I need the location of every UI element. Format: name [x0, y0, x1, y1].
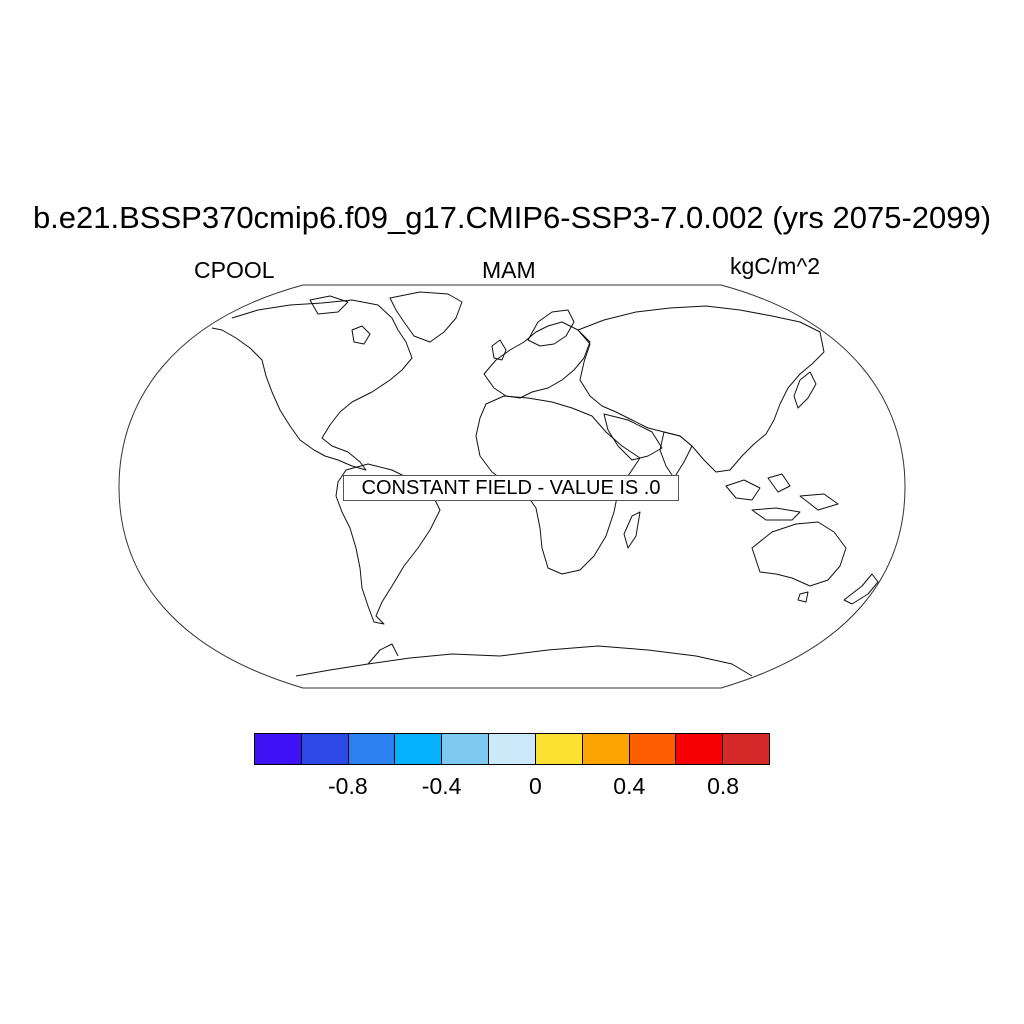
coastline-arabia [603, 413, 663, 461]
season-label: MAM [482, 257, 536, 283]
colorbar-box [395, 734, 443, 764]
constant-field-notice: CONSTANT FIELD - VALUE IS .0 [343, 475, 679, 501]
colorbar [254, 733, 770, 765]
variable-label: CPOOL [194, 257, 275, 283]
colorbar-box [489, 734, 536, 764]
coastline-asia [577, 305, 825, 473]
coastline-tasmania [797, 591, 809, 603]
coastline-japan [793, 371, 817, 409]
colorbar-box [676, 734, 724, 764]
colorbar-tick-label: -0.8 [327, 773, 368, 799]
colorbar-tick-label: 0.4 [613, 773, 646, 799]
coastline-australia [751, 521, 847, 587]
coastline-north-america [211, 299, 413, 471]
coastline-new-zealand [843, 573, 879, 605]
colorbar-box [255, 734, 302, 764]
coastline-antarctic-peninsula [367, 643, 399, 665]
colorbar-box [535, 734, 583, 764]
colorbar-tick-label: 0 [529, 773, 542, 799]
units-label: kgC/m^2 [730, 253, 821, 279]
coastline-british-isles [491, 339, 507, 361]
colorbar-box [629, 734, 677, 764]
coastline-greenland [389, 291, 463, 343]
coastline-europe [483, 321, 591, 399]
colorbar-tick-label: -0.4 [421, 773, 462, 799]
plot-title: b.e21.BSSP370cmip6.f09_g17.CMIP6-SSP3-7.… [32, 200, 992, 235]
colorbar-box [301, 734, 349, 764]
coastline-southeast-asia [725, 473, 839, 521]
colorbar-box [582, 734, 630, 764]
colorbar-box [442, 734, 490, 764]
colorbar-box [348, 734, 396, 764]
coastline-scandinavia [527, 309, 575, 347]
colorbar-box [723, 734, 769, 764]
coastline-antarctica [295, 645, 753, 677]
colorbar-tick-label: 0.8 [707, 773, 740, 799]
coastline-india [659, 431, 693, 479]
coastline-arctic-islands [309, 295, 371, 345]
coastline-madagascar [623, 511, 641, 549]
